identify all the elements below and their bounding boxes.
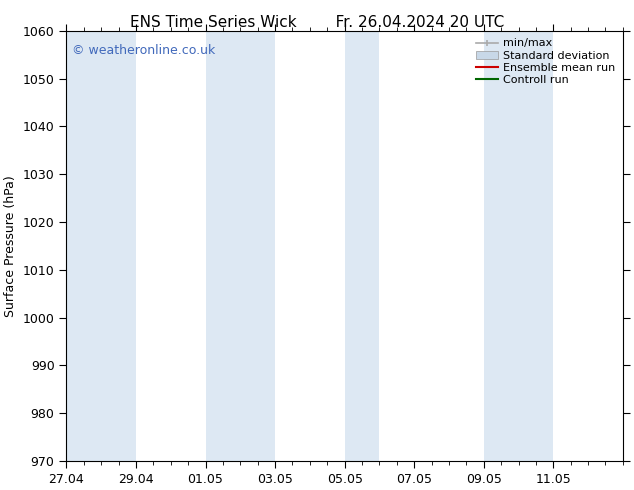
Y-axis label: Surface Pressure (hPa): Surface Pressure (hPa): [4, 175, 17, 317]
Bar: [205, 31, 275, 461]
Text: ENS Time Series Wick        Fr. 26.04.2024 20 UTC: ENS Time Series Wick Fr. 26.04.2024 20 U…: [130, 15, 504, 30]
Bar: [67, 31, 136, 461]
Text: © weatheronline.co.uk: © weatheronline.co.uk: [72, 44, 215, 57]
Bar: [345, 31, 379, 461]
Legend: min/max, Standard deviation, Ensemble mean run, Controll run: min/max, Standard deviation, Ensemble me…: [474, 36, 618, 87]
Bar: [484, 31, 553, 461]
